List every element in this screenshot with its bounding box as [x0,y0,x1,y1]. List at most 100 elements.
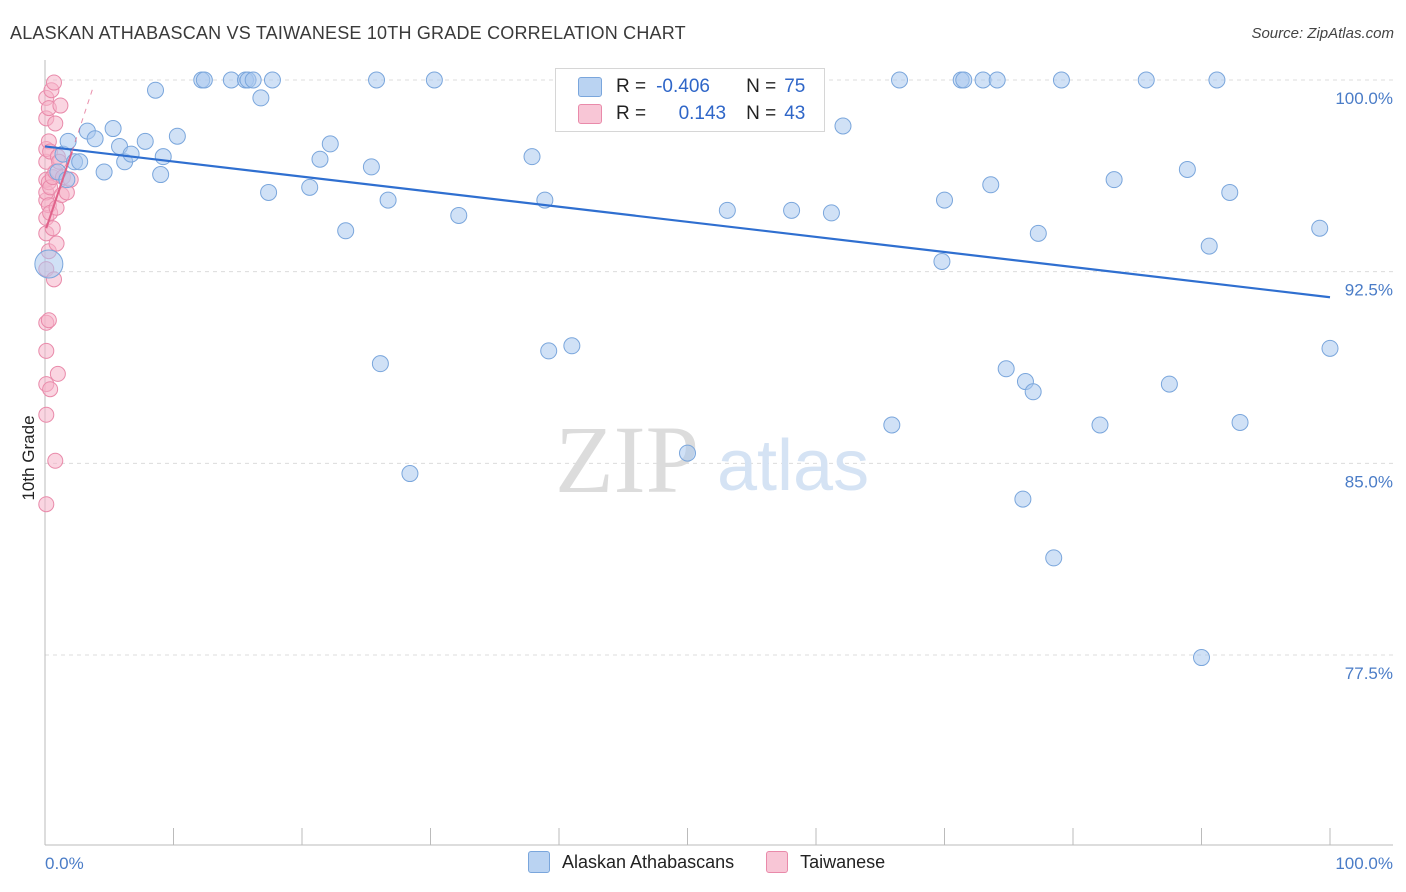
athabascan-point [1221,183,1239,201]
athabascan-point [58,171,76,189]
athabascan-point [450,206,468,224]
taiwanese-point [47,452,64,469]
series-swatch-blue [528,851,550,873]
series-legend-athabascan[interactable]: Alaskan Athabascans [528,851,734,873]
athabascan-point [136,132,154,150]
y-tick-label: 92.5% [1345,281,1393,300]
chart-title: ALASKAN ATHABASCAN VS TAIWANESE 10TH GRA… [10,23,686,43]
athabascan-point [252,89,270,107]
athabascan-point [222,71,240,89]
athabascan-point [1091,416,1109,434]
series-legend-taiwanese[interactable]: Taiwanese [766,851,885,873]
athabascan-point [1105,171,1123,189]
legend-n-value: 75 [784,76,806,97]
athabascan-point [822,204,840,222]
series-swatch-pink [766,851,789,873]
athabascan-point [311,150,329,168]
athabascan-point [1311,219,1329,237]
taiwanese-point [38,496,55,513]
athabascan-point [321,135,339,153]
taiwanese-point [40,312,57,329]
athabascan-point [933,252,951,270]
athabascan-point [1178,160,1196,178]
series-label: Taiwanese [800,851,886,872]
watermark: ZIP atlas [555,406,869,513]
taiwanese-trend-extension [71,84,95,152]
athabascan-point [263,71,281,89]
axis-labels: 100.0% 92.5% 85.0% 77.5% 0.0% 100.0% 10th Grad… [19,89,1393,873]
series-label: Alaskan Athabascans [562,851,735,872]
athabascan-point [71,153,89,171]
athabascan-point [1014,490,1032,508]
athabascan-point [244,71,262,89]
athabascan-point [1231,413,1249,431]
athabascan-point [891,71,909,89]
athabascan-point [1029,224,1047,242]
athabascan-point [425,71,443,89]
athabascan-point [260,183,278,201]
taiwanese-trend-line [45,151,73,229]
athabascan-point [955,71,973,89]
athabascan-point [988,71,1006,89]
y-axis-title: 10th Grade [19,415,38,500]
taiwanese-point [52,97,69,114]
taiwanese-point [42,381,59,398]
athabascan-point [195,71,213,89]
y-tick-label: 85.0% [1345,472,1393,491]
athabascan-point [540,342,558,360]
legend-r-label: R = [616,103,647,124]
athabascan-point [1137,71,1155,89]
legend-n-value: 43 [784,103,806,124]
correlation-legend: R = -0.406 N = 75 R = 0.143 N = 43 [555,68,825,132]
athabascan-point [1052,71,1070,89]
athabascan-point [718,201,736,219]
athabascan-point [679,444,696,462]
athabascan-point [783,201,801,219]
athabascan-point [337,222,355,240]
legend-row-taiwanese: R = 0.143 N = 43 [578,101,805,127]
legend-swatch-pink [578,104,602,124]
athabascan-point [523,148,541,166]
athabascan-point [883,416,901,434]
watermark-atlas: atlas [717,426,869,506]
legend-n-label: N = [746,76,777,97]
x-tick-label-left: 0.0% [45,854,84,873]
athabascan-points [34,71,1339,667]
athabascan-point [147,81,165,99]
source-label: Source: ZipAtlas.com [1251,25,1394,42]
athabascan-point [1045,549,1063,567]
taiwanese-point [47,115,64,132]
athabascan-point [1200,237,1218,255]
athabascan-point [301,178,319,196]
athabascan-point [1160,375,1178,393]
athabascan-point [982,176,1000,194]
taiwanese-point [45,74,62,91]
legend-r-label: R = [616,76,647,97]
legend-r-value: 0.143 [678,103,727,124]
athabascan-point [104,120,122,138]
athabascan-point [362,158,380,176]
athabascan-trend-line [44,145,1331,299]
athabascan-point [1024,383,1042,401]
taiwanese-point [48,235,65,252]
athabascan-point [86,130,104,148]
athabascan-point [401,465,419,483]
athabascan-point [168,127,186,145]
athabascan-point [1208,71,1226,89]
legend-n-label: N = [746,103,777,124]
series-legend: Alaskan Athabascans Taiwanese [528,851,917,873]
athabascan-point [936,191,953,209]
y-tick-label: 77.5% [1345,664,1393,683]
athabascan-point [974,71,992,89]
axes [44,60,1393,846]
athabascan-point [1321,339,1339,357]
athabascan-point [834,117,852,135]
athabascan-point [371,355,389,373]
legend-swatch-blue [578,77,602,97]
athabascan-point [368,71,386,89]
taiwanese-point [38,406,55,423]
athabascan-point [997,360,1015,378]
taiwanese-point [49,365,66,382]
athabascan-point [563,337,581,355]
athabascan-point [95,163,113,181]
